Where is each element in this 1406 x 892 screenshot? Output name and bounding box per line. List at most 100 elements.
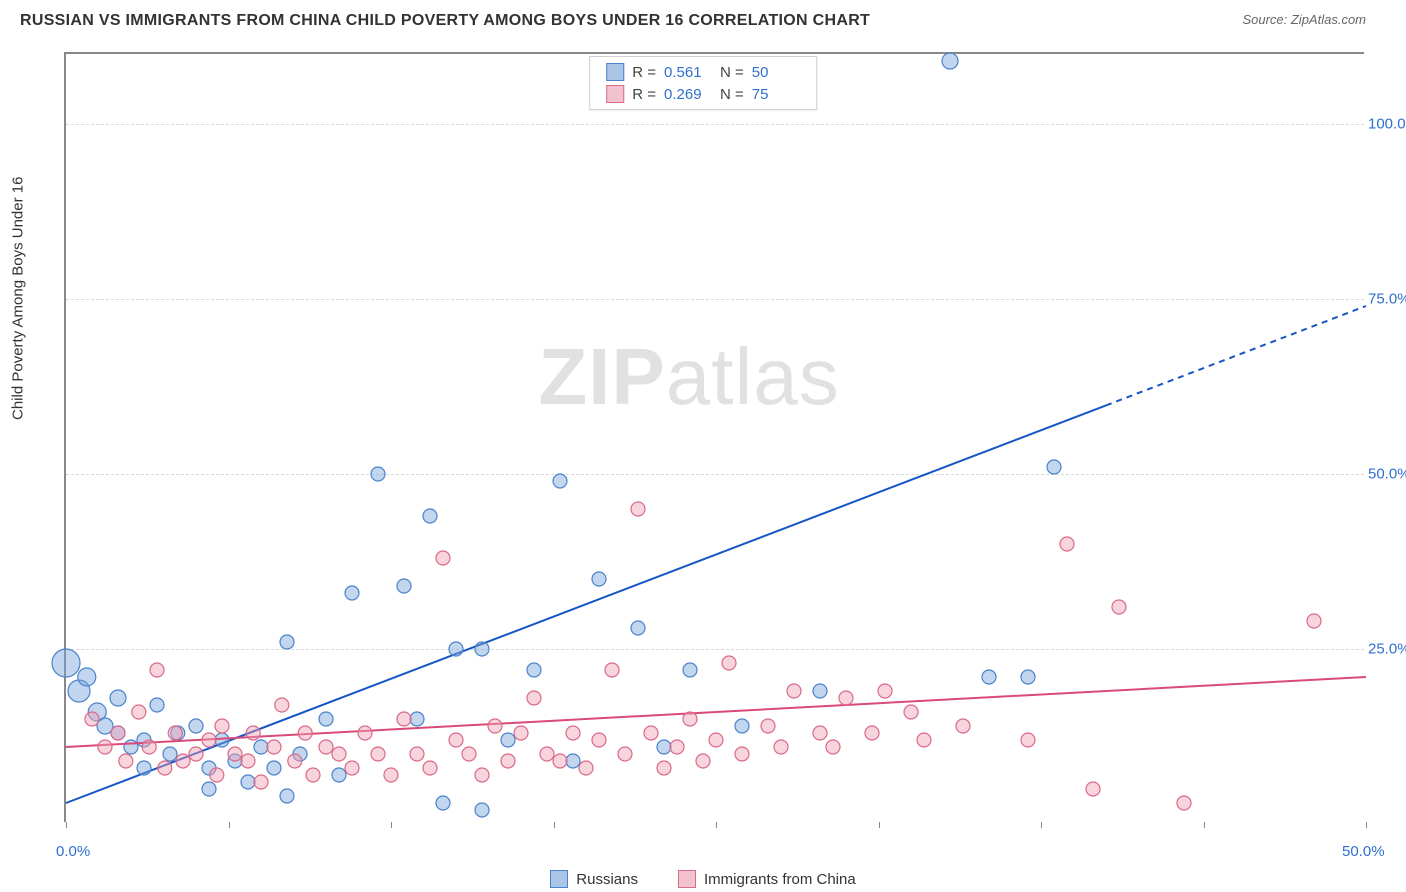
data-point [462, 747, 476, 761]
x-tick [66, 822, 67, 828]
data-point [298, 726, 312, 740]
stats-row: R =0.561N =50 [590, 61, 816, 83]
data-point [423, 761, 437, 775]
data-point [514, 726, 528, 740]
data-point [566, 754, 580, 768]
stats-row: R =0.269N =75 [590, 83, 816, 105]
data-point [202, 782, 216, 796]
data-point [787, 684, 801, 698]
data-point [215, 719, 229, 733]
data-point [410, 747, 424, 761]
data-point [150, 663, 164, 677]
stat-val-n: 75 [752, 86, 800, 103]
y-axis-label: Child Poverty Among Boys Under 16 [10, 177, 27, 420]
data-point [553, 754, 567, 768]
data-point [475, 642, 489, 656]
data-point [527, 691, 541, 705]
data-point [735, 719, 749, 733]
data-point [631, 502, 645, 516]
data-point [540, 747, 554, 761]
data-point [709, 733, 723, 747]
legend-swatch [606, 85, 624, 103]
data-point [917, 733, 931, 747]
x-tick [391, 822, 392, 828]
data-point [241, 754, 255, 768]
data-point [345, 761, 359, 775]
data-point [142, 740, 156, 754]
data-point [644, 726, 658, 740]
x-tick [1041, 822, 1042, 828]
data-point [631, 621, 645, 635]
data-point [332, 747, 346, 761]
data-point [423, 509, 437, 523]
data-point [904, 705, 918, 719]
data-point [722, 656, 736, 670]
x-tick-label: 50.0% [1342, 843, 1385, 860]
data-point [332, 768, 346, 782]
data-point [1307, 614, 1321, 628]
data-point [137, 761, 151, 775]
trend-line-dashed [1106, 306, 1366, 405]
data-point [158, 761, 172, 775]
data-point [813, 726, 827, 740]
data-point [1021, 670, 1035, 684]
data-point [1060, 537, 1074, 551]
data-point [410, 712, 424, 726]
data-point [942, 53, 958, 69]
data-point [865, 726, 879, 740]
data-point [132, 705, 146, 719]
data-point [124, 740, 138, 754]
data-point [592, 733, 606, 747]
legend-swatch [550, 870, 568, 888]
data-point [1112, 600, 1126, 614]
data-point [813, 684, 827, 698]
stat-val-r: 0.269 [664, 86, 712, 103]
data-point [878, 684, 892, 698]
data-point [176, 754, 190, 768]
chart-title: RUSSIAN VS IMMIGRANTS FROM CHINA CHILD P… [20, 12, 870, 30]
chart-plot-area: ZIPatlas 25.0%50.0%75.0%100.0%0.0%50.0% [64, 52, 1364, 822]
data-point [371, 747, 385, 761]
data-point [1086, 782, 1100, 796]
data-point [110, 690, 126, 706]
data-point [618, 747, 632, 761]
data-point [189, 719, 203, 733]
x-tick-label: 0.0% [56, 843, 90, 860]
data-point [657, 740, 671, 754]
scatter-svg [66, 54, 1364, 822]
data-point [275, 698, 289, 712]
stat-val-r: 0.561 [664, 64, 712, 81]
data-point [52, 649, 80, 677]
y-tick-label: 100.0% [1368, 116, 1406, 133]
data-point [579, 761, 593, 775]
legend-swatch [606, 63, 624, 81]
bottom-legend: RussiansImmigrants from China [0, 870, 1406, 888]
stat-key-r: R = [632, 64, 656, 81]
data-point [85, 712, 99, 726]
x-tick [1366, 822, 1367, 828]
data-point [761, 719, 775, 733]
data-point [228, 747, 242, 761]
data-point [246, 726, 260, 740]
data-point [280, 789, 294, 803]
legend-swatch [678, 870, 696, 888]
data-point [839, 691, 853, 705]
source-attribution: Source: ZipAtlas.com [1242, 12, 1366, 27]
x-tick [229, 822, 230, 828]
data-point [683, 663, 697, 677]
data-point [241, 775, 255, 789]
data-point [670, 740, 684, 754]
stat-key-n: N = [720, 64, 744, 81]
data-point [215, 733, 229, 747]
data-point [150, 698, 164, 712]
data-point [449, 642, 463, 656]
data-point [111, 726, 125, 740]
data-point [267, 761, 281, 775]
stat-key-r: R = [632, 86, 656, 103]
x-tick [1204, 822, 1205, 828]
data-point [267, 740, 281, 754]
data-point [202, 733, 216, 747]
data-point [119, 754, 133, 768]
data-point [566, 726, 580, 740]
legend-label: Russians [576, 871, 638, 888]
